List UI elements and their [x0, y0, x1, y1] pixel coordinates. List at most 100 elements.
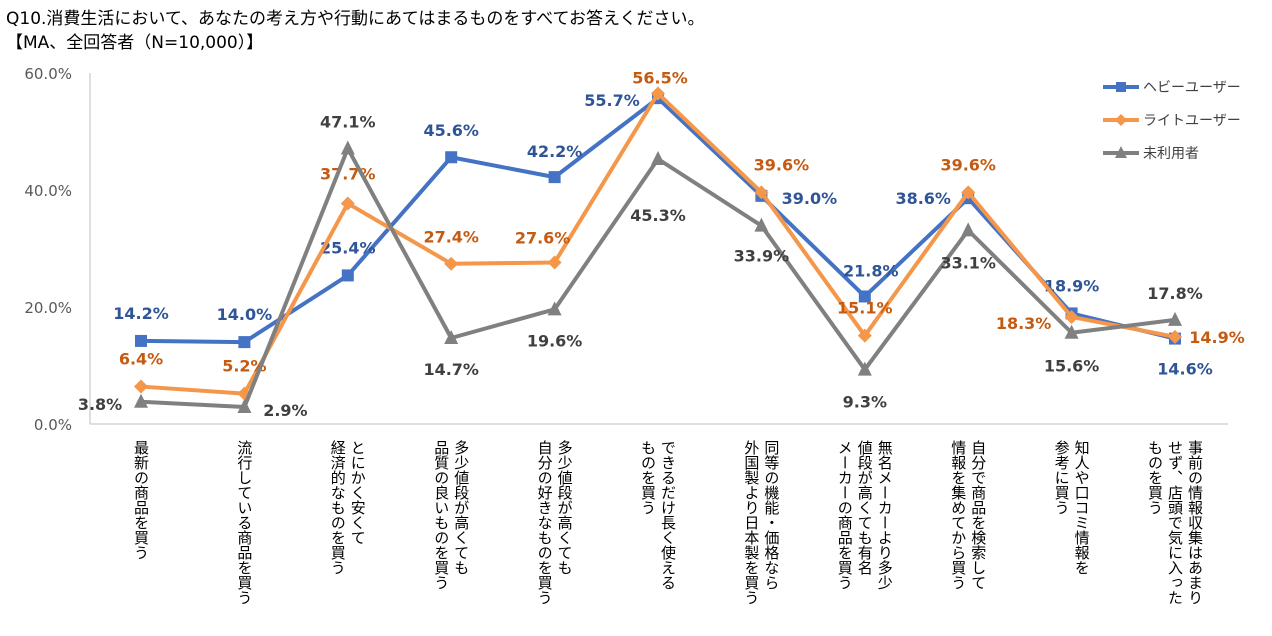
x-tick-label-line: 流行している商品を買う	[235, 440, 254, 605]
data-label: 14.0%	[217, 305, 273, 324]
data-label: 45.6%	[423, 121, 479, 140]
data-point-marker	[857, 361, 872, 376]
data-label: 39.6%	[940, 155, 996, 174]
x-tick-label-line: 事前の情報収集はあまり	[1186, 440, 1204, 605]
data-label: 3.8%	[78, 395, 122, 414]
data-point-marker	[961, 185, 976, 200]
legend-label: ライトユーザー	[1143, 113, 1241, 129]
legend-label: 未利用者	[1143, 146, 1199, 162]
x-tick-label: 最新の商品を買う	[131, 440, 151, 560]
x-tick-label-line: 多少値段が高くても	[452, 440, 471, 575]
x-tick-label: 無名メーカーより多少 値段が高くても有名 メーカーの商品を買う	[835, 440, 895, 590]
data-label: 14.9%	[1189, 328, 1245, 347]
x-tick-label: 多少値段が高くても 自分の好きなものを買う	[535, 440, 575, 605]
x-tick-label: 同等の機能・価格なら 外国製より日本製を買う	[741, 440, 781, 605]
x-tick-label-line: ものを買う	[1146, 440, 1164, 515]
data-point-marker	[1064, 309, 1079, 324]
x-tick-label-line: 最新の商品を買う	[132, 440, 150, 560]
x-tick-label-line: 知人や口コミ情報を	[1072, 440, 1091, 575]
data-point-marker	[548, 171, 561, 184]
data-point-marker	[651, 150, 665, 165]
data-point-marker	[445, 151, 458, 164]
data-point-marker	[547, 255, 562, 270]
data-point-marker	[754, 185, 769, 200]
data-label: 5.2%	[222, 357, 266, 376]
data-label: 38.6%	[895, 189, 951, 208]
x-tick-label-line: 外国製より日本製を買う	[742, 440, 761, 605]
data-label: 42.2%	[527, 142, 583, 161]
legend-item: ライトユーザー	[1103, 110, 1241, 130]
series-line-1	[140, 91, 1176, 396]
data-point-marker	[754, 217, 769, 232]
x-tick-label-line: 同等の機能・価格なら	[762, 440, 781, 590]
data-label: 47.1%	[320, 112, 376, 131]
data-point-marker	[341, 269, 354, 282]
data-label: 33.9%	[734, 247, 790, 266]
data-point-marker	[444, 330, 459, 345]
legend-marker-icon	[1103, 114, 1139, 126]
data-label: 14.7%	[423, 360, 479, 379]
data-point-marker	[651, 86, 665, 101]
data-label: 39.0%	[782, 189, 838, 208]
series-line-2	[140, 146, 1176, 410]
x-tick-label: 知人や口コミ情報を 参考に買う	[1052, 440, 1092, 575]
x-tick-label-line: 品質の良いものを買う	[432, 440, 451, 590]
x-tick-label-line: メーカーの商品を買う	[835, 440, 854, 590]
x-tick-label-line: 多少値段が高くても	[555, 440, 574, 575]
data-label: 15.1%	[837, 299, 893, 318]
x-tick-label-line: せず、店頭で気に入った	[1166, 440, 1184, 605]
data-label: 39.6%	[754, 155, 810, 174]
y-tick-label: 60.0%	[24, 65, 72, 83]
x-tick-label-line: ものを買う	[639, 440, 657, 515]
x-tick-label-line: 情報を集めてから買う	[949, 440, 968, 590]
data-point-marker	[444, 256, 459, 271]
data-label: 9.3%	[843, 393, 887, 412]
data-label: 21.8%	[843, 261, 899, 280]
data-label: 19.6%	[527, 331, 583, 350]
data-label: 14.2%	[113, 304, 169, 323]
data-label: 27.4%	[423, 228, 479, 247]
data-label: 18.9%	[1044, 276, 1100, 295]
data-point-marker	[134, 379, 148, 394]
data-label: 55.7%	[584, 91, 640, 110]
x-tick-label-line: 自分の好きなものを買う	[535, 440, 554, 605]
legend-marker-icon	[1103, 146, 1139, 158]
legend-marker-icon	[1103, 82, 1139, 92]
x-tick-label-line: できるだけ長く使える	[659, 440, 677, 590]
data-label: 18.3%	[996, 314, 1052, 333]
x-tick-label-line: 値段が高くても有名	[855, 440, 874, 575]
x-tick-label: 事前の情報収集はあまり せず、店頭で気に入った ものを買う	[1145, 440, 1205, 605]
y-tick-label: 20.0%	[24, 299, 72, 317]
legend-item: 未利用者	[1103, 143, 1199, 163]
legend-item: ヘビーユーザー	[1103, 77, 1241, 97]
x-tick-label-line: 参考に買う	[1052, 440, 1071, 515]
data-point-marker	[858, 290, 871, 303]
x-tick-label: 多少値段が高くても 品質の良いものを買う	[431, 440, 471, 590]
data-label: 14.6%	[1157, 360, 1213, 379]
x-tick-label-line: 無名メーカーより多少	[875, 440, 894, 590]
data-point-marker	[961, 222, 976, 237]
data-point-marker	[857, 328, 872, 343]
x-tick-label-line: 経済的なものを買う	[328, 440, 347, 575]
data-point-marker	[238, 336, 251, 349]
chart-question: Q10.消費生活において、あなたの考え方や行動にあてはまるものをすべてお答えくだ…	[6, 9, 705, 29]
data-point-marker	[1168, 311, 1182, 326]
x-tick-label: できるだけ長く使える ものを買う	[638, 440, 678, 590]
data-label: 15.6%	[1044, 357, 1100, 376]
y-tick-label: 0.0%	[34, 416, 72, 434]
data-point-marker	[547, 301, 562, 316]
x-tick-label: 自分で商品を検索して 情報を集めてから買う	[948, 440, 988, 590]
data-point-marker	[340, 196, 355, 211]
data-point-marker	[1168, 329, 1182, 344]
x-tick-label-line: とにかく安くて	[348, 440, 367, 545]
data-label: 56.5%	[632, 68, 688, 87]
data-point-marker	[237, 399, 252, 414]
x-tick-label: 流行している商品を買う	[234, 440, 254, 605]
data-label: 27.6%	[515, 229, 571, 248]
data-label: 45.3%	[630, 206, 686, 225]
data-point-marker	[1064, 324, 1079, 339]
data-point-marker	[135, 334, 147, 347]
data-label: 33.1%	[940, 253, 996, 272]
data-point-marker	[134, 393, 148, 408]
